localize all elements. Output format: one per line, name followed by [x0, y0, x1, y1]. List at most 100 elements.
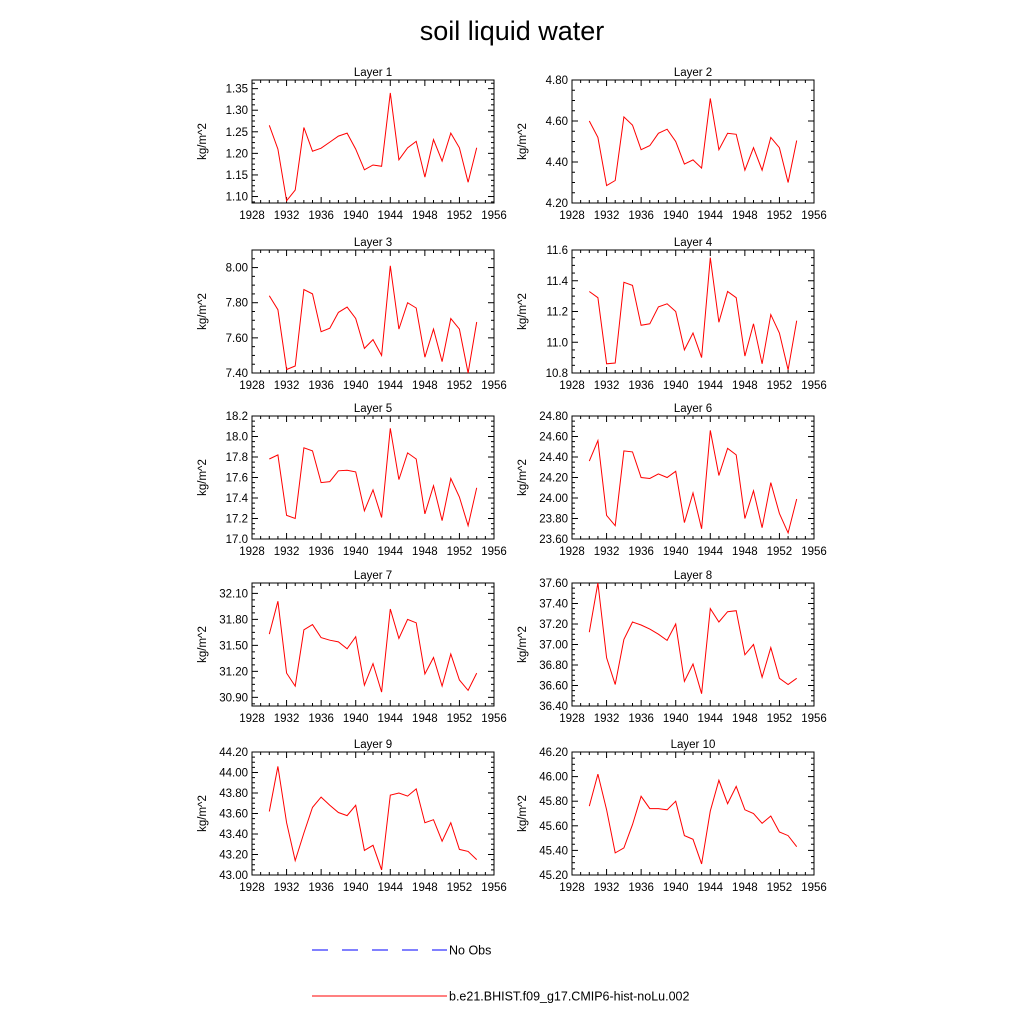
layer-10-ytick-label: 46.20 — [539, 747, 568, 759]
layer-9-frame — [251, 751, 495, 876]
layer-1-xtick-label: 1928 — [239, 210, 265, 222]
layer-4-ytick-label: 10.8 — [546, 368, 568, 380]
layer-4-title: Layer 4 — [674, 237, 713, 249]
layer-9-xtick-label: 1944 — [377, 882, 403, 894]
layer-8-ytick-label: 36.40 — [539, 701, 568, 713]
layer-8-xtick-label: 1944 — [697, 713, 723, 725]
layer-3-series-line — [268, 265, 478, 374]
layer-8-title: Layer 8 — [674, 570, 712, 582]
layer-1-ytick-label: 1.25 — [226, 127, 248, 139]
layer-8-ytick-label: 37.40 — [539, 599, 568, 611]
layer-1-ytick-label: 1.10 — [226, 192, 248, 204]
layer-2-series-line — [588, 98, 798, 187]
layer-7-xtick-label: 1940 — [343, 713, 369, 725]
layer-2-xtick-label: 1928 — [559, 210, 585, 222]
layer-5-xtick-label: 1956 — [481, 546, 507, 558]
layer-10-ytick-label: 45.80 — [539, 796, 568, 808]
layer-4-ytick-label: 11.4 — [546, 276, 568, 288]
layer-10-xtick-label: 1944 — [697, 882, 723, 894]
layer-5-series-line — [269, 428, 478, 528]
layer-10-xtick-label: 1956 — [801, 882, 827, 894]
layer-6-xtick-label: 1952 — [767, 546, 793, 558]
layer-1-ytick-label: 1.15 — [226, 170, 248, 182]
layer-9-xtick-label: 1948 — [412, 882, 438, 894]
layer-8-xtick-label: 1936 — [628, 713, 654, 725]
layer-8-xtick-label: 1932 — [594, 713, 620, 725]
layer-6-xtick-label: 1956 — [801, 546, 827, 558]
layer-9-ytick-label: 44.20 — [219, 747, 248, 759]
layer-6-ytick-label: 24.60 — [539, 432, 568, 444]
layer-6-xtick-label: 1940 — [663, 546, 689, 558]
layer-6-ytick-label: 24.00 — [539, 493, 568, 505]
layer-4-xtick-label: 1956 — [801, 380, 827, 392]
layer-3-xtick-label: 1932 — [274, 380, 300, 392]
layer-1-frame — [251, 79, 495, 204]
layer-6-panel: Layer 6 kg/m^2 1928 1932 1936 1940 1944 1948 195… — [517, 403, 827, 558]
layer-9-ytick-label: 43.40 — [219, 829, 248, 841]
layer-2-ytick-label: 4.80 — [546, 75, 568, 87]
layer-3-xtick-label: 1928 — [239, 380, 265, 392]
layer-7-ytick-label: 31.80 — [219, 614, 248, 626]
layer-7-ytick-label: 31.50 — [219, 640, 248, 652]
layer-5-ytick-label: 17.2 — [226, 514, 248, 526]
layer-4-xtick-label: 1932 — [594, 380, 620, 392]
layer-1-xtick-label: 1952 — [447, 210, 473, 222]
layer-8-xtick-label: 1948 — [732, 713, 758, 725]
layer-6-xtick-label: 1948 — [732, 546, 758, 558]
layer-1-xtick-label: 1956 — [481, 210, 507, 222]
layer-7-series-line — [268, 601, 478, 693]
layer-1-ytick-label: 1.20 — [226, 148, 248, 160]
layer-4-xtick-label: 1940 — [663, 380, 689, 392]
layer-9-ytick-label: 43.60 — [219, 809, 248, 821]
layer-7-ylabel: kg/m^2 — [197, 626, 209, 663]
layer-8-xtick-label: 1956 — [801, 713, 827, 725]
layer-7-frame — [251, 582, 495, 707]
layer-1-xtick-label: 1940 — [343, 210, 369, 222]
layer-10-frame — [571, 751, 815, 876]
layer-9-ytick-label: 43.80 — [219, 788, 248, 800]
layer-5-ytick-label: 17.0 — [226, 534, 248, 546]
layer-1-series-line — [268, 92, 478, 202]
layer-3-ytick-label: 7.40 — [226, 368, 248, 380]
layer-4-xtick-label: 1936 — [628, 380, 654, 392]
layer-9-xtick-label: 1928 — [239, 882, 265, 894]
layer-5-ytick-label: 17.6 — [226, 473, 248, 485]
layer-2-xtick-label: 1932 — [594, 210, 620, 222]
layer-10-ytick-label: 45.40 — [539, 845, 568, 857]
layer-9-xtick-label: 1952 — [447, 882, 473, 894]
layer-1-xtick-label: 1948 — [412, 210, 438, 222]
layer-8-xtick-label: 1940 — [663, 713, 689, 725]
layer-6-ytick-label: 24.20 — [539, 473, 568, 485]
layer-6-ytick-label: 24.80 — [539, 411, 568, 423]
layer-9-ytick-label: 43.20 — [219, 850, 248, 862]
layer-2-ytick-label: 4.20 — [546, 198, 568, 210]
layer-8-ytick-label: 37.60 — [539, 578, 568, 590]
layer-3-title: Layer 3 — [354, 237, 392, 249]
layer-9-xtick-label: 1940 — [343, 882, 369, 894]
layer-2-xtick-label: 1936 — [628, 210, 654, 222]
figure-title: soil liquid water — [420, 16, 605, 46]
layer-10-ytick-label: 46.00 — [539, 772, 568, 784]
layer-6-title: Layer 6 — [674, 403, 712, 415]
layer-5-frame — [251, 415, 495, 540]
layer-4-xtick-label: 1948 — [732, 380, 758, 392]
layer-6-ytick-label: 23.80 — [539, 514, 568, 526]
layer-2-xtick-label: 1940 — [663, 210, 689, 222]
layer-6-ylabel: kg/m^2 — [517, 459, 529, 496]
layer-5-xtick-label: 1928 — [239, 546, 265, 558]
layer-2-title: Layer 2 — [674, 67, 712, 79]
layer-4-frame — [571, 249, 815, 374]
layer-7-ytick-label: 32.10 — [219, 588, 248, 600]
layer-6-ytick-label: 24.40 — [539, 452, 568, 464]
layer-2-ytick-label: 4.40 — [546, 157, 568, 169]
layer-10-xtick-label: 1948 — [732, 882, 758, 894]
layer-9-ytick-label: 44.00 — [219, 768, 248, 780]
layer-4-ytick-label: 11.6 — [546, 245, 568, 257]
layer-3-xtick-label: 1948 — [412, 380, 438, 392]
layer-10-ylabel: kg/m^2 — [517, 795, 529, 832]
layer-5-xtick-label: 1932 — [274, 546, 300, 558]
layer-4-series-line — [589, 257, 798, 371]
layer-5-xtick-label: 1944 — [377, 546, 403, 558]
layer-2-panel: Layer 2 kg/m^2 1928 1932 1936 1940 1944 1948 195… — [517, 67, 827, 222]
